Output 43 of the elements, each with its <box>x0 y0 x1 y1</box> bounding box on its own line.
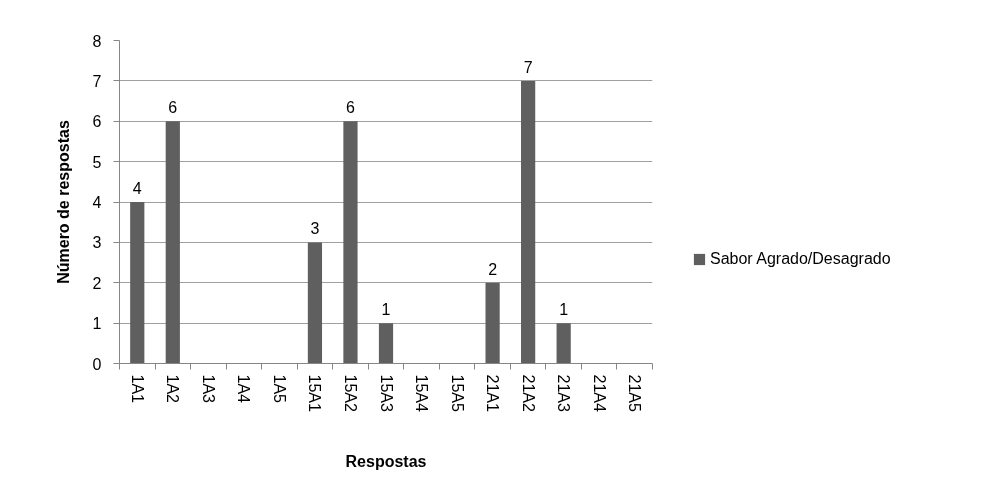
bar <box>130 202 145 364</box>
x-tick-label: 1A1 <box>128 374 146 404</box>
x-tick-label: 1A5 <box>270 374 288 404</box>
x-tick-label: 15A4 <box>413 374 431 412</box>
bar <box>307 242 323 364</box>
x-tick-label: 1A2 <box>164 374 182 404</box>
bar <box>521 80 536 364</box>
x-tick-label: 1A3 <box>199 374 217 404</box>
x-tick-label: 15A5 <box>448 374 466 412</box>
y-tick-label: 6 <box>92 113 102 131</box>
x-tick-label: 21A5 <box>626 374 644 412</box>
x-tick-label: 21A4 <box>590 374 608 412</box>
y-tick-label: 0 <box>92 355 102 373</box>
y-tick-label: 4 <box>92 194 102 211</box>
bar <box>165 121 180 364</box>
y-tick-label: 2 <box>92 274 102 292</box>
data-label: 3 <box>310 220 320 238</box>
y-tick-label: 7 <box>92 72 102 90</box>
x-tick-label: 15A2 <box>341 374 359 412</box>
x-tick-label: 15A3 <box>377 374 395 412</box>
bar <box>485 282 500 364</box>
data-label: 1 <box>381 301 391 319</box>
data-label: 1 <box>559 301 569 319</box>
x-tick-label: 1A4 <box>235 374 253 404</box>
x-tick-label: 21A3 <box>555 374 573 412</box>
y-tick-label: 1 <box>92 315 102 333</box>
data-label: 6 <box>168 99 178 117</box>
bar <box>378 323 394 364</box>
x-tick-label: 21A1 <box>484 374 502 412</box>
y-tick-label: 3 <box>92 234 102 252</box>
data-label: 4 <box>132 180 142 197</box>
x-axis-title: Respostas <box>345 452 427 470</box>
bar <box>556 323 571 364</box>
y-tick-label: 8 <box>92 32 102 50</box>
data-label: 2 <box>488 260 498 278</box>
data-label: 6 <box>346 99 356 117</box>
y-tick-label: 5 <box>92 153 102 171</box>
bar <box>343 121 358 364</box>
x-tick-label: 15A1 <box>306 374 324 412</box>
x-tick-label: 21A2 <box>519 374 537 412</box>
data-label: 7 <box>523 58 533 76</box>
y-axis-title: Número de respostas <box>54 120 72 284</box>
legend-label: Sabor Agrado/Desagrado <box>710 250 891 268</box>
